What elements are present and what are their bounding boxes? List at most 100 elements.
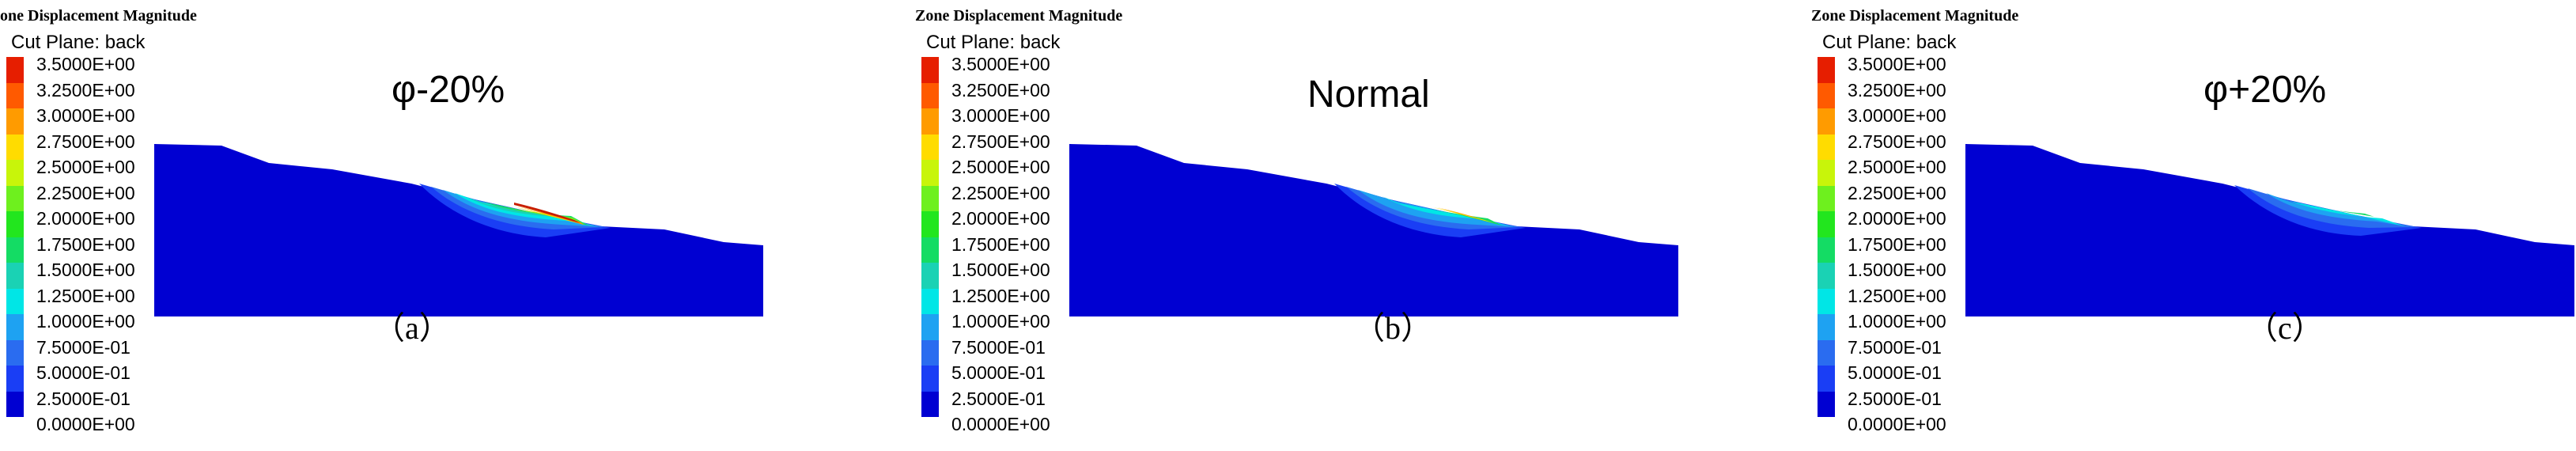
legend-label: 2.5000E+00 bbox=[1848, 157, 1946, 177]
subfigure-label: （a） bbox=[373, 310, 451, 346]
zone-yellow bbox=[516, 207, 584, 225]
legend-swatch bbox=[6, 314, 24, 340]
slope-model-body bbox=[154, 144, 763, 316]
legend-label: 3.0000E+00 bbox=[951, 105, 1050, 126]
zone-lightblue bbox=[443, 190, 601, 227]
legend-label: 2.2500E+00 bbox=[1848, 182, 1946, 203]
panel-header: Zone Displacement Magnitude bbox=[915, 7, 1123, 25]
legend-swatch bbox=[6, 134, 24, 160]
legend-swatch bbox=[6, 57, 24, 83]
zone-orange bbox=[516, 206, 584, 225]
displacement-contour-plot bbox=[154, 144, 763, 316]
legend-label: 2.2500E+00 bbox=[36, 182, 135, 203]
legend-swatch bbox=[1818, 108, 1835, 135]
legend-swatch bbox=[1818, 263, 1835, 289]
zone-blue-mid bbox=[2248, 188, 2416, 228]
legend-label: 3.5000E+00 bbox=[36, 54, 135, 74]
legend-label: 1.5000E+00 bbox=[36, 260, 135, 280]
legend-label: 5.0000E-01 bbox=[36, 362, 131, 383]
legend-swatch bbox=[6, 185, 24, 211]
zone-orange bbox=[1437, 207, 1483, 220]
legend-swatch bbox=[6, 263, 24, 289]
legend-label: 1.2500E+00 bbox=[36, 285, 135, 306]
legend-swatch bbox=[1818, 237, 1835, 263]
zone-cyan bbox=[2290, 201, 2404, 226]
legend-label: 2.5000E-01 bbox=[1848, 388, 1942, 409]
legend-label: 0.0000E+00 bbox=[36, 414, 135, 434]
legend-label: 2.7500E+00 bbox=[951, 131, 1050, 152]
legend-swatch bbox=[921, 288, 939, 314]
legend-swatch bbox=[921, 57, 939, 83]
legend-swatch bbox=[921, 160, 939, 186]
cut-plane-label: Cut Plane: back bbox=[11, 32, 146, 53]
legend-label: 3.2500E+00 bbox=[1848, 79, 1946, 100]
legend-label: 1.5000E+00 bbox=[951, 260, 1050, 280]
zone-green bbox=[2317, 207, 2374, 217]
legend-label: 1.5000E+00 bbox=[1848, 260, 1946, 280]
zone-yellow bbox=[1433, 207, 1494, 223]
legend-label: 3.5000E+00 bbox=[951, 54, 1050, 74]
legend-swatch bbox=[921, 314, 939, 340]
legend-swatch bbox=[6, 366, 24, 392]
legend-label: 3.2500E+00 bbox=[36, 79, 135, 100]
legend-swatch bbox=[921, 391, 939, 417]
case-title: φ+20% bbox=[2203, 69, 2327, 111]
legend-swatch bbox=[921, 82, 939, 108]
panel-header: one Displacement Magnitude bbox=[0, 7, 197, 25]
legend-swatch bbox=[921, 237, 939, 263]
cut-plane-label: Cut Plane: back bbox=[926, 32, 1061, 53]
legend-label: 2.0000E+00 bbox=[36, 208, 135, 229]
subfigure-label: （c） bbox=[2246, 310, 2324, 346]
legend-swatch bbox=[6, 160, 24, 186]
zone-lightblue bbox=[1358, 190, 1516, 227]
legend-label: 2.5000E-01 bbox=[951, 388, 1046, 409]
legend-swatch bbox=[6, 391, 24, 417]
legend-swatch bbox=[1818, 134, 1835, 160]
legend-swatch bbox=[1818, 57, 1835, 83]
slope-model-body bbox=[1069, 144, 1678, 316]
legend-swatch bbox=[6, 211, 24, 237]
legend-label: 3.5000E+00 bbox=[1848, 54, 1946, 74]
legend-swatch bbox=[921, 108, 939, 135]
panel-header: Zone Displacement Magnitude bbox=[1811, 7, 2019, 25]
cut-plane-label: Cut Plane: back bbox=[1822, 32, 1957, 53]
legend-label: 7.5000E-01 bbox=[951, 336, 1046, 358]
case-title: Normal bbox=[1307, 74, 1430, 116]
legend-label: 2.2500E+00 bbox=[951, 182, 1050, 203]
legend-swatch bbox=[6, 339, 24, 366]
legend-label: 3.2500E+00 bbox=[951, 79, 1050, 100]
displacement-contour-plot bbox=[1069, 144, 1678, 316]
legend-label: 1.7500E+00 bbox=[951, 233, 1050, 255]
legend-swatch bbox=[1818, 366, 1835, 392]
panel-b: Zone Displacement Magnitude Cut Plane: b… bbox=[915, 0, 1773, 451]
legend-label: 2.5000E+00 bbox=[36, 157, 135, 177]
legend-label: 7.5000E-01 bbox=[36, 336, 131, 358]
legend-swatch bbox=[6, 82, 24, 108]
legend-label: 7.5000E-01 bbox=[1848, 336, 1942, 358]
subfigure-label: （b） bbox=[1353, 310, 1432, 346]
legend-swatch bbox=[6, 108, 24, 135]
legend-swatch bbox=[921, 263, 939, 289]
legend-label: 2.5000E+00 bbox=[951, 157, 1050, 177]
legend-swatch bbox=[921, 366, 939, 392]
legend-swatch bbox=[1818, 339, 1835, 366]
legend-swatch bbox=[921, 185, 939, 211]
legend-label: 3.0000E+00 bbox=[36, 105, 135, 126]
legend-swatch bbox=[1818, 288, 1835, 314]
legend-swatch bbox=[1818, 391, 1835, 417]
legend-label: 2.7500E+00 bbox=[1848, 131, 1946, 152]
legend-swatch bbox=[921, 211, 939, 237]
legend-label: 0.0000E+00 bbox=[1848, 414, 1946, 434]
legend-label: 5.0000E-01 bbox=[951, 362, 1046, 383]
panel-a: one Displacement Magnitude Cut Plane: ba… bbox=[0, 0, 858, 451]
legend-label: 1.0000E+00 bbox=[36, 311, 135, 332]
legend-swatch bbox=[1818, 211, 1835, 237]
legend-swatch bbox=[921, 134, 939, 160]
legend-swatch bbox=[921, 339, 939, 366]
legend-label: 1.0000E+00 bbox=[1848, 311, 1946, 332]
legend-label: 2.0000E+00 bbox=[1848, 208, 1946, 229]
legend-label: 3.0000E+00 bbox=[1848, 105, 1946, 126]
legend-swatch bbox=[1818, 160, 1835, 186]
legend-label: 1.7500E+00 bbox=[36, 233, 135, 255]
legend-swatch bbox=[6, 288, 24, 314]
